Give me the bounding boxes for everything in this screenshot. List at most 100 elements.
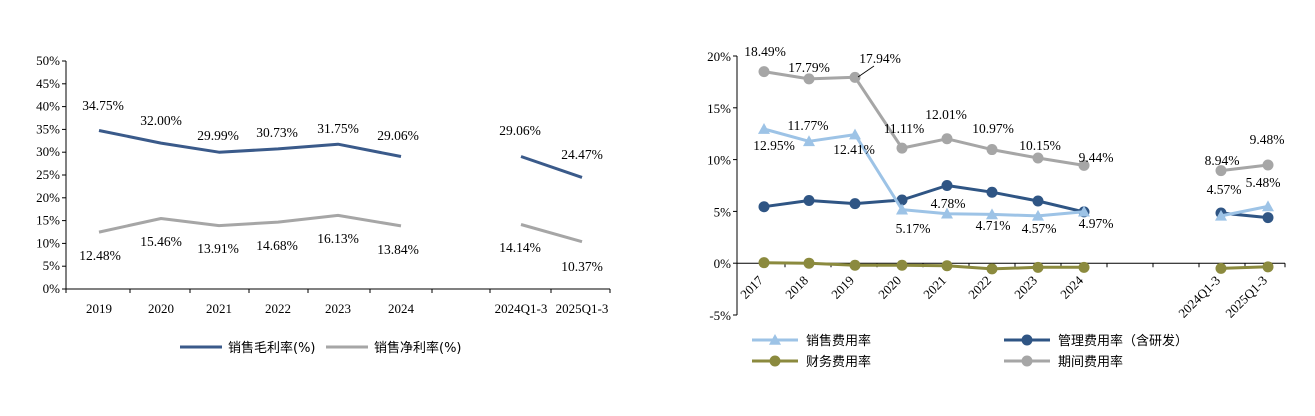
data-label: 8.94% <box>1205 153 1240 168</box>
series-point-1 <box>941 180 953 191</box>
series-point-2 <box>803 257 815 269</box>
series-point-0 <box>758 123 770 134</box>
series-point-0 <box>849 128 861 140</box>
chart-gross-net-margin: 0% 5% 10% 15% 20% 25% 30% 35% 40% 45% 50% 2019 2020 2… <box>36 53 611 356</box>
y-tick-label: 15% <box>707 101 731 116</box>
x-tick-label: 2019 <box>828 273 857 302</box>
series-point-1 <box>986 186 998 198</box>
series-point-0 <box>1262 200 1274 212</box>
data-label: 11.77% <box>787 118 828 133</box>
y-tick-label: 5% <box>43 258 61 273</box>
data-label: 5.48% <box>1246 175 1281 190</box>
data-label: 31.75% <box>317 121 359 136</box>
series-point-3 <box>849 71 861 83</box>
x-tick-label: 2020 <box>148 301 174 316</box>
x-tick-label: 2024 <box>388 301 415 316</box>
data-label: 9.44% <box>1079 150 1114 165</box>
series-line-2 <box>763 261 1084 271</box>
y-tick-label: 50% <box>36 53 60 68</box>
series-line-2 <box>1220 265 1269 270</box>
data-label: 12.41% <box>833 142 875 157</box>
legend-marker <box>769 334 781 345</box>
series-point-0 <box>1215 209 1227 221</box>
data-label: 18.49% <box>744 44 786 59</box>
y-tick-label: 0% <box>43 281 61 296</box>
x-tick-label: 2022 <box>965 273 994 302</box>
series-line-0 <box>98 129 402 158</box>
x-tick-label: 2021 <box>206 301 232 316</box>
y-tick-label: 10% <box>36 235 60 250</box>
data-label: 29.99% <box>197 128 239 143</box>
data-label: 32.00% <box>140 113 182 128</box>
x-tick-label: 2025Q1-3 <box>1222 273 1270 321</box>
series-line-0 <box>520 155 583 179</box>
y-tick-label: 15% <box>36 213 60 228</box>
x-tick-label: 2025Q1-3 <box>556 301 609 316</box>
series-point-2 <box>849 259 861 271</box>
y-tick-label: 25% <box>36 167 60 182</box>
data-label: 13.84% <box>377 242 419 257</box>
series-point-3 <box>1032 152 1044 164</box>
data-label: 4.71% <box>976 218 1011 233</box>
series-point-2 <box>941 260 953 272</box>
y-tick-label: 40% <box>36 99 60 114</box>
data-label: 12.95% <box>753 138 795 153</box>
legend-label: 销售费用率 <box>806 333 871 349</box>
x-tick-label: 2023 <box>1011 273 1040 302</box>
series-point-3 <box>1262 159 1274 171</box>
series-point-1 <box>849 198 861 210</box>
series-point-2 <box>1078 261 1090 273</box>
y-tick-label: 0% <box>714 256 732 271</box>
legend-label: 销售净利率(%) <box>374 340 462 356</box>
series-point-3 <box>896 142 908 154</box>
series-point-0 <box>986 208 998 220</box>
series-point-3 <box>758 66 770 78</box>
series-point-0 <box>941 207 953 219</box>
series-point-2 <box>1262 261 1274 273</box>
series-point-3 <box>1078 159 1090 171</box>
series-point-0 <box>1032 209 1044 221</box>
data-label: 4.78% <box>931 196 966 211</box>
y-tick-label: 5% <box>714 204 732 219</box>
legend-label: 销售毛利率(%) <box>228 340 316 356</box>
x-tick-label: 2021 <box>920 273 949 302</box>
series-point-3 <box>986 144 998 156</box>
y-tick-label: -5% <box>709 308 731 323</box>
series-line-1 <box>763 184 1085 214</box>
data-label: 17.79% <box>788 60 830 75</box>
data-label: 10.37% <box>561 259 603 274</box>
data-label: 14.14% <box>499 240 541 255</box>
x-tick-label: 2018 <box>782 273 811 302</box>
series-line-0 <box>1220 204 1269 218</box>
legend-label: 管理费用率（含研发） <box>1058 333 1188 349</box>
y-tick-label: 45% <box>36 76 60 91</box>
data-label: 4.97% <box>1079 216 1114 231</box>
series-point-2 <box>986 263 998 275</box>
series-point-0 <box>803 135 815 147</box>
y-tick-label: 20% <box>36 190 60 205</box>
series-point-2 <box>1215 262 1227 274</box>
series-point-0 <box>1078 205 1090 217</box>
series-point-0 <box>896 203 908 215</box>
data-label: 17.94% <box>859 51 901 66</box>
y-tick-label: 35% <box>36 121 60 136</box>
x-tick-label: 2023 <box>325 301 351 316</box>
legend-label: 期间费用率 <box>1058 354 1123 370</box>
data-label: 10.97% <box>972 121 1014 136</box>
x-tick-label: 2024Q1-3 <box>495 301 548 316</box>
x-tick-label: 2019 <box>86 301 112 316</box>
x-tick-label: 2020 <box>875 273 904 302</box>
data-label: 13.91% <box>197 241 239 256</box>
data-label: 11.11% <box>884 121 925 136</box>
series-point-2 <box>896 259 908 271</box>
data-label: 14.68% <box>256 238 298 253</box>
legend-label: 财务费用率 <box>806 354 871 370</box>
series-line-3 <box>763 70 1085 167</box>
data-label: 29.06% <box>499 123 541 138</box>
data-label: 4.57% <box>1207 182 1242 197</box>
y-tick-label: 20% <box>707 49 731 64</box>
leader-line <box>857 65 875 78</box>
data-label: 30.73% <box>256 125 298 140</box>
data-label: 12.48% <box>79 248 121 263</box>
series-line-0 <box>763 127 1085 218</box>
